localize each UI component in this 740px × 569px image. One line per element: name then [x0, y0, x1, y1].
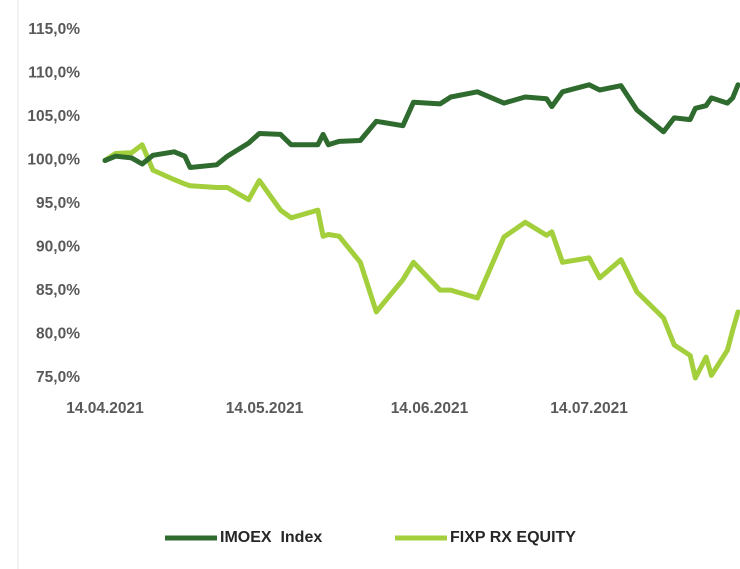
series-line [102, 82, 740, 170]
legend-label: IMOEX Index [220, 529, 322, 546]
x-tick-label: 14.04.2021 [66, 400, 144, 417]
x-tick-label: 14.07.2021 [550, 400, 628, 417]
y-tick-label: 100,0% [27, 152, 80, 169]
y-tick-label: 95,0% [36, 195, 80, 212]
y-tick-label: 85,0% [36, 282, 80, 299]
x-tick-label: 14.06.2021 [391, 400, 469, 417]
y-tick-label: 75,0% [36, 369, 80, 386]
y-tick-label: 110,0% [28, 65, 80, 82]
y-tick-label: 105,0% [27, 108, 80, 125]
x-tick-label: 14.05.2021 [226, 400, 304, 417]
plot [102, 82, 740, 381]
y-tick-label: 80,0% [36, 326, 80, 343]
y-tick-label: 90,0% [36, 239, 80, 256]
y-tick-label: 115,0% [28, 21, 80, 38]
legend-label: FIXP RX EQUITY [450, 529, 576, 546]
series-line [102, 142, 740, 381]
